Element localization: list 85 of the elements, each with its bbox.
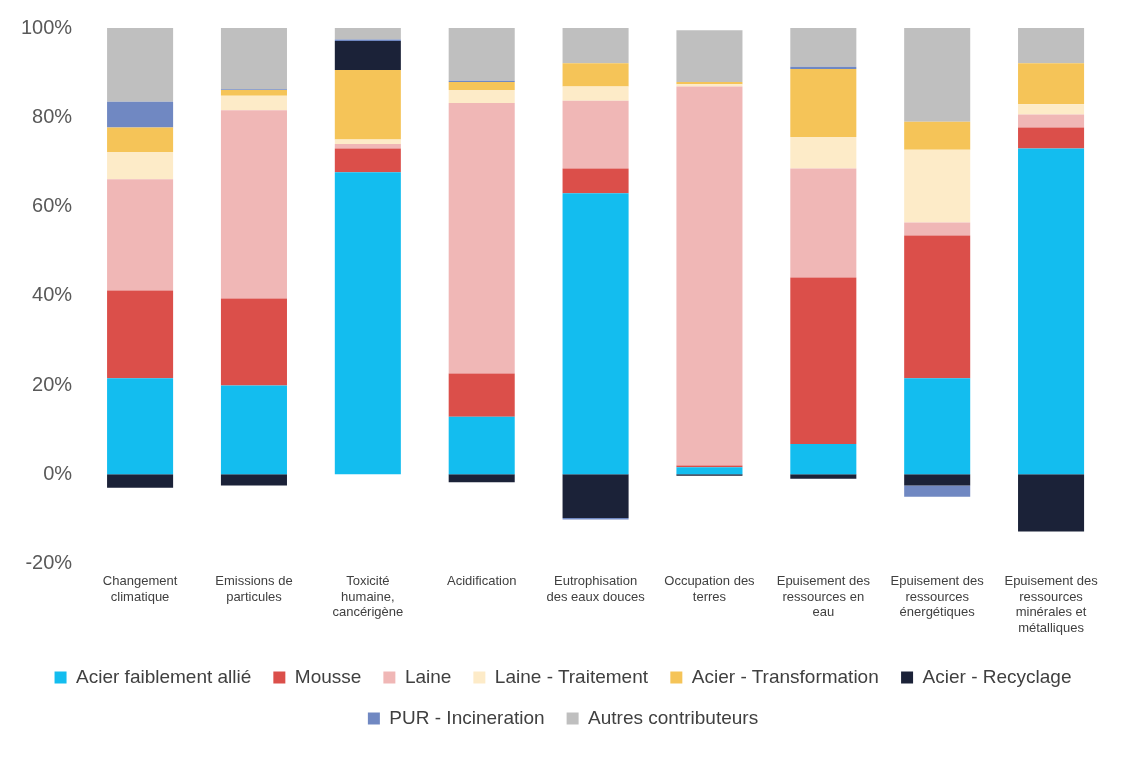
bar (1018, 28, 1085, 64)
bar (448, 373, 515, 417)
bar (676, 467, 743, 475)
bar (790, 28, 857, 67)
bar (220, 298, 287, 386)
bar (334, 40, 401, 70)
bar (448, 28, 515, 81)
bar (904, 474, 971, 486)
bar (334, 69, 401, 140)
bar (1018, 63, 1085, 105)
bar (220, 110, 287, 299)
bar (220, 385, 287, 475)
bar (562, 474, 629, 519)
y-tick-label: 60% (32, 194, 73, 217)
bar (562, 63, 629, 87)
bar (1018, 114, 1085, 128)
x-tick-label: Epuisement des ressources en eau (776, 572, 871, 620)
bar (107, 179, 174, 291)
y-tick-label: 40% (32, 283, 73, 306)
x-tick-label: Epuisement des ressources minérales et métalliques (1004, 572, 1099, 635)
bar (790, 69, 857, 137)
bar (676, 30, 743, 83)
bar (1018, 148, 1085, 475)
bar (220, 90, 287, 96)
bar (107, 474, 174, 488)
bar (334, 144, 401, 149)
y-tick-label: -20% (25, 551, 73, 574)
bar (1018, 104, 1085, 115)
bar (220, 95, 287, 111)
bar (790, 443, 857, 475)
bar (448, 82, 515, 91)
y-tick-label: 0% (43, 461, 73, 484)
bar (107, 290, 174, 379)
bar (107, 101, 174, 128)
legend-label: Mousse (294, 665, 362, 687)
bar (334, 148, 401, 173)
bar (562, 100, 629, 169)
y-tick-label: 20% (32, 372, 73, 395)
legend-label: Acier - Recyclage (922, 665, 1072, 687)
bar (107, 28, 174, 102)
bar (562, 86, 629, 101)
bar (1018, 127, 1085, 149)
y-tick-label: 100% (21, 15, 73, 38)
legend-label: Acier - Transformation (691, 665, 879, 687)
bar (904, 121, 971, 150)
bar (448, 102, 515, 374)
bar (904, 28, 971, 122)
x-tick-label: Toxicité humaine, cancérigène (332, 572, 404, 620)
bar (904, 149, 971, 223)
x-tick-label: Emissions de particules (215, 572, 293, 604)
bar (334, 28, 401, 40)
bar (790, 474, 857, 479)
legend-label: Laine - Traitement (494, 665, 649, 687)
bar (676, 86, 743, 466)
bar (1018, 474, 1085, 532)
bar (562, 168, 629, 194)
bar (562, 28, 629, 64)
bar (220, 28, 287, 90)
x-tick-label: Changement climatique (102, 572, 178, 604)
bar (107, 127, 174, 153)
bar (448, 416, 515, 475)
bar (790, 136, 857, 169)
bar (904, 378, 971, 475)
bar (334, 172, 401, 475)
x-tick-label: Eutrophisation des eaux douces (546, 572, 646, 604)
bar (790, 277, 857, 444)
bar (107, 152, 174, 180)
bar (904, 485, 971, 497)
y-tick-label: 80% (32, 104, 73, 127)
legend-label: Acier faiblement allié (76, 665, 252, 687)
x-tick-label: Occupation des terres (664, 572, 756, 604)
bar (448, 474, 515, 483)
x-tick-label: Epuisement des ressources énergétiques (890, 572, 985, 620)
bar (790, 168, 857, 278)
bar (107, 378, 174, 475)
bar (904, 235, 971, 379)
bar (562, 193, 629, 475)
bar (904, 222, 971, 236)
bar (220, 474, 287, 486)
legend-label: PUR - Incineration (389, 706, 545, 728)
legend-label: Laine (404, 665, 452, 687)
x-tick-label: Acidification (447, 572, 517, 588)
bar (448, 90, 515, 103)
bar (790, 66, 857, 70)
legend-label: Autres contributeurs (588, 706, 759, 728)
